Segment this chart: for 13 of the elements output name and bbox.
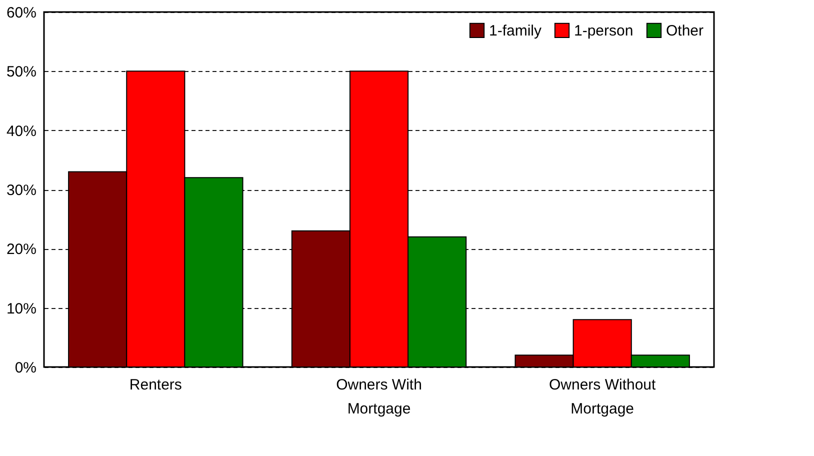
x-tick-label: Owners Without Mortgage [548, 376, 657, 418]
y-tick-label: 30% [6, 182, 36, 199]
y-tick-label: 20% [6, 241, 36, 258]
y-tick-label: 60% [6, 4, 36, 22]
legend-label: 1-person [574, 22, 634, 40]
y-tick-label: 40% [6, 122, 36, 140]
x-tick-label: Owners With Mortgage [336, 376, 422, 418]
y-tick-label: 10% [6, 300, 36, 318]
x-tick-label: Renters [129, 376, 182, 394]
legend-label: 1-family [489, 22, 542, 40]
y-tick-label: 50% [6, 64, 36, 81]
legend-label: Other [666, 22, 704, 40]
y-tick-label: 0% [14, 360, 36, 376]
